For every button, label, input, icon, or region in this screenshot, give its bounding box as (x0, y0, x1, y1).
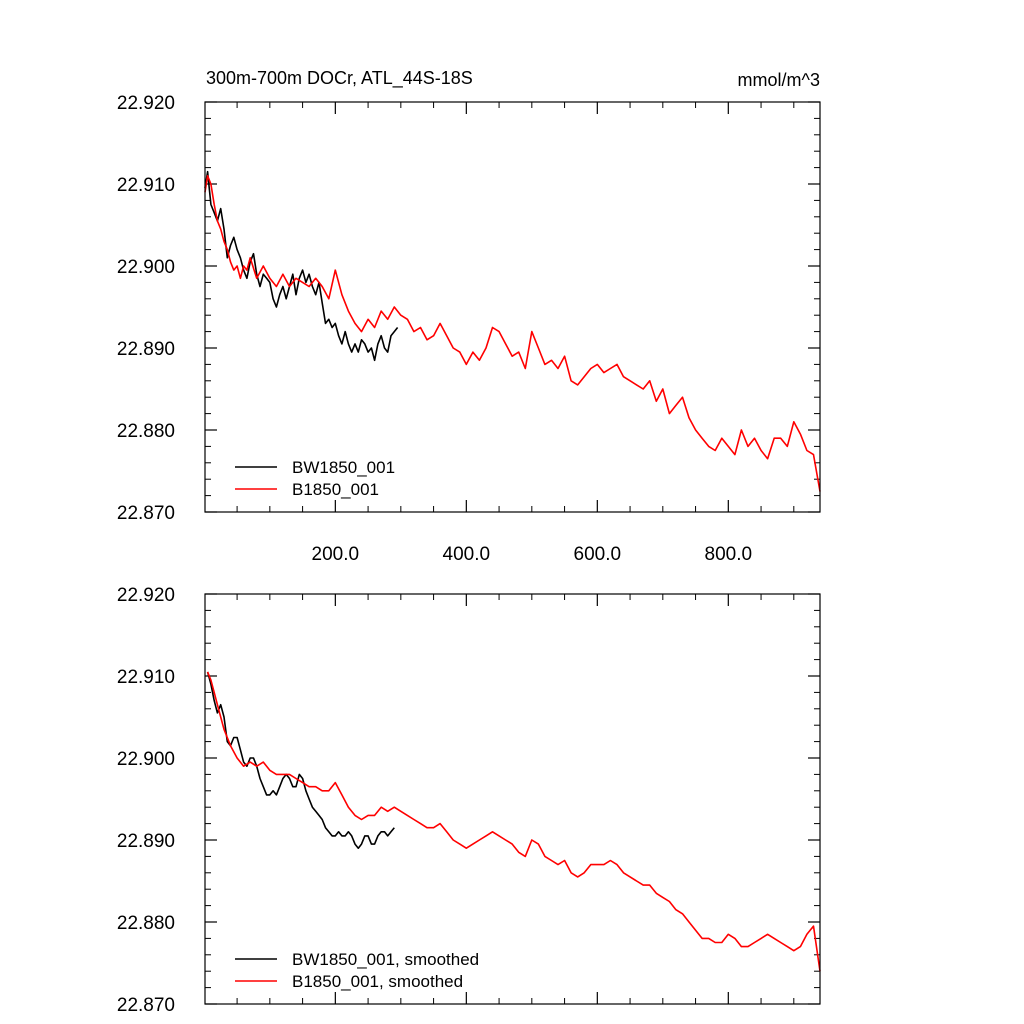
series-line (206, 671, 821, 972)
y-tick-label: 22.880 (117, 913, 175, 934)
x-tick-label: 600.0 (574, 544, 622, 565)
series-line (204, 175, 821, 492)
y-tick-label: 22.870 (117, 995, 175, 1016)
y-tick-label: 22.880 (117, 421, 175, 442)
x-tick-label: 400.0 (443, 544, 491, 565)
bottom-panel: 22.870 22.880 22.890 22.900 22.910 22.920 BW1… (117, 585, 821, 1016)
y-tick-label: 22.900 (117, 257, 175, 278)
series-line (206, 671, 395, 850)
legend-label: B1850_001 (292, 480, 379, 499)
y-tick-label: 22.910 (117, 667, 175, 688)
x-tick-label: 200.0 (312, 544, 360, 565)
y-tick-label: 22.920 (117, 585, 175, 606)
y-tick-label: 22.920 (117, 93, 175, 114)
y-tick-label: 22.870 (117, 503, 175, 524)
top-panel: 300m-700m DOCr, ATL_44S-18S mmol/m^3 22.… (117, 68, 821, 565)
y-tick-label: 22.910 (117, 175, 175, 196)
chart-title: 300m-700m DOCr, ATL_44S-18S (206, 68, 473, 89)
legend-label: BW1850_001, smoothed (292, 950, 479, 969)
legend-label: B1850_001, smoothed (292, 972, 463, 991)
plot-frame (204, 593, 821, 1005)
legend-label: BW1850_001 (292, 458, 395, 477)
y-tick-label: 22.900 (117, 749, 175, 770)
y-tick-label: 22.890 (117, 831, 175, 852)
y-tick-label: 22.890 (117, 339, 175, 360)
x-tick-label: 800.0 (705, 544, 753, 565)
series-line (204, 170, 399, 362)
units-label: mmol/m^3 (738, 70, 820, 90)
plot-frame (204, 101, 821, 513)
